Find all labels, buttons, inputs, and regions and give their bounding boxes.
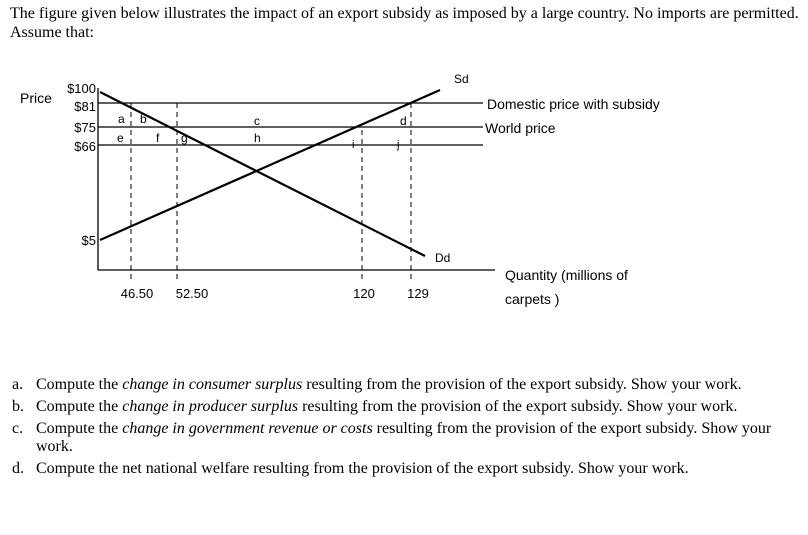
y-tick-5: $5 [82, 233, 96, 248]
area-label-f: f [156, 131, 160, 145]
question-text: Compute the change in producer surplus r… [36, 398, 738, 415]
question-marker: c. [12, 420, 24, 437]
area-label-h: h [254, 131, 261, 145]
area-label-b: b [140, 112, 147, 126]
area-label-d: d [400, 114, 407, 128]
y-tick-66: $66 [74, 139, 96, 154]
x-axis-title-line1: Quantity (millions of [505, 267, 628, 283]
y-tick-81: $81 [74, 99, 96, 114]
x-tick-129: 129 [407, 286, 429, 301]
problem-intro: The figure given below illustrates the i… [10, 5, 799, 41]
demand-curve-label: Dd [435, 251, 450, 265]
question-marker: a. [12, 376, 24, 393]
question-text: Compute the change in consumer surplus r… [36, 376, 742, 393]
legend-domestic-price-with-subsidy: Domestic price with subsidy [487, 96, 660, 112]
question-list: a. Compute the change in consumer surplu… [12, 376, 792, 482]
area-label-c: c [254, 114, 260, 128]
question-d: d. Compute the net national welfare resu… [12, 460, 792, 478]
supply-curve [99, 88, 441, 242]
question-text: Compute the net national welfare resulti… [36, 460, 689, 477]
legend-world-price: World price [485, 120, 556, 136]
question-b: b. Compute the change in producer surplu… [12, 398, 792, 416]
area-label-i: i [352, 139, 354, 151]
x-tick-5250: 52.50 [176, 286, 209, 301]
question-marker: b. [12, 398, 24, 415]
question-c: c. Compute the change in government reve… [12, 420, 792, 456]
question-marker: d. [12, 460, 24, 477]
y-tick-100: $100 [67, 81, 96, 96]
y-tick-75: $75 [74, 120, 96, 135]
area-label-g: g [181, 131, 188, 145]
supply-curve-label: Sd [454, 72, 469, 86]
x-axis-title-line2: carpets ) [505, 291, 559, 307]
area-label-e: e [117, 131, 124, 145]
area-label-j: j [396, 139, 399, 151]
y-axis-title: Price [20, 90, 52, 106]
x-tick-4650: 46.50 [121, 286, 154, 301]
question-a: a. Compute the change in consumer surplu… [12, 376, 792, 394]
area-label-a: a [118, 112, 125, 126]
x-tick-120: 120 [353, 286, 375, 301]
question-text: Compute the change in government revenue… [36, 420, 772, 455]
demand-curve [99, 91, 426, 257]
